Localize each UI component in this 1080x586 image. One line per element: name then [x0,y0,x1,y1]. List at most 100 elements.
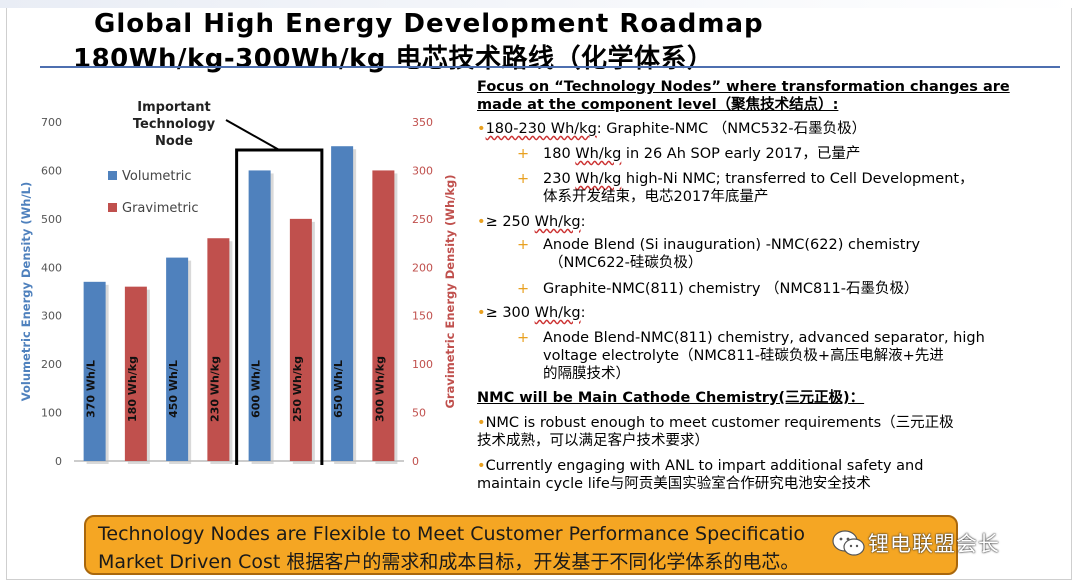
slide-top-bar [0,0,1080,8]
summary-banner: Technology Nodes are Flexible to Meet Cu… [84,515,958,575]
sub-text: Anode Blend (Si inauguration) -NMC(622) … [543,237,921,253]
plus-icon: + [517,237,530,253]
bullet-dot: • [477,458,486,474]
y-left-tick-label: 600 [41,164,62,177]
wechat-watermark: 锂电联盟会长 [830,526,1060,562]
nmc-bullet-anl: •Currently engaging with ANL to impart a… [477,457,923,476]
y-right-tick-label: 250 [412,213,433,226]
sub-bullet-622-cont: （NMC622-硅碳负极） [549,255,703,271]
bullet-text: : [580,305,586,321]
sub-text: in 26 Ah SOP early 2017，已量产 [621,146,861,162]
y-right-tick-label: 100 [412,358,433,371]
y-left-axis-title: Volumetric Energy Density (Wh/L) [19,182,33,402]
y-right-tick-label: 150 [412,310,433,323]
bar-value-label: 600 Wh/L [250,360,263,418]
y-left-tick-label: 200 [41,358,62,371]
sub-bullet-180: +180 Wh/kg in 26 Ah SOP early 2017，已量产 [517,145,860,164]
sub-text: Graphite-NMC(811) chemistry （NMC811-石墨负极… [543,281,919,297]
sub-text: high-Ni NMC; transferred to Cell Develop… [621,171,974,187]
bullet-text: NMC is robust enough to meet customer re… [485,415,954,431]
y-right-tick-label: 350 [412,116,433,129]
y-right-tick-label: 200 [412,261,433,274]
plus-icon: + [517,146,530,162]
legend-label: Gravimetric [122,201,199,216]
y-right-axis-title: Gravimetric Energy Density (Wh/kg) [443,174,457,408]
title-divider [40,66,1060,68]
bar-value-label: 230 Wh/kg [208,356,221,422]
slide-title: Global High Energy Development Roadmap [94,9,764,39]
focus-heading-2: made at the component level（聚焦技术结点）: [477,97,839,113]
callout-line [225,119,280,151]
focus-heading-1: Focus on “Technology Nodes” where transf… [477,79,1010,95]
y-left-tick-label: 0 [55,455,62,468]
bar-volumetric [331,146,354,461]
plus-icon: + [517,281,530,297]
sub-bullet-230-cont: 体系开发结束，电芯2017年底量产 [543,189,769,205]
legend-label: Volumetric [122,169,192,184]
unit-text: Wh/kg [575,171,622,187]
sub-bullet-811-blend-cont2: 的隔膜技术） [543,366,630,382]
bullet-text: ≥ 300 [485,305,535,321]
wechat-icon [832,530,865,556]
nmc-bullet-anl-cont: maintain cycle life与阿贡美国实验室合作研究电池安全技术 [477,476,871,492]
bar-value-label: 650 Wh/L [332,360,345,418]
legend-swatch [108,171,117,180]
bullet-dot: • [477,305,486,321]
bar-gravimetric [207,238,230,461]
nmc-heading: NMC will be Main Cathode Chemistry(三元正极)… [477,390,865,406]
banner-line-1: Technology Nodes are Flexible to Meet Cu… [98,523,806,545]
sub-bullet-811-blend: + Anode Blend-NMC(811) chemistry, advance… [517,329,985,348]
y-left-tick-label: 400 [41,261,62,274]
unit-text: Wh/kg [575,146,622,162]
bar-value-label: 250 Wh/kg [291,356,304,422]
sub-bullet-811-blend-cont1: voltage electrolyte（NMC811-硅碳负极+高压电解液+先进 [543,348,944,364]
sub-text: Anode Blend-NMC(811) chemistry, advanced… [543,330,985,346]
plus-icon: + [517,171,530,187]
bar-gravimetric [372,170,395,461]
range-180-230: 180-230 Wh/kg [485,121,597,137]
bullet-300: •≥ 300 Wh/kg: [477,304,586,323]
y-left-tick-label: 500 [41,213,62,226]
sub-bullet-811-graphite: + Graphite-NMC(811) chemistry （NMC811-石墨负… [517,280,918,299]
bar-value-label: 300 Wh/kg [373,356,386,422]
plus-icon: + [517,330,530,346]
bar-value-label: 370 Wh/L [85,360,98,418]
bullet-dot: • [477,415,486,431]
bar-gravimetric [124,286,147,461]
bar-value-label: 450 Wh/L [167,360,180,418]
y-right-tick-label: 0 [412,455,419,468]
y-left-tick-label: 700 [41,116,62,129]
bar-volumetric [248,170,271,461]
chart-svg: 0 100 200 300 400 500 600 700 0 50 100 150 200 250 300… [19,100,457,468]
range-180-230-desc: : Graphite-NMC （NMC532-石墨负极） [596,121,867,137]
bar-volumetric [166,257,189,461]
legend-swatch [108,203,117,212]
y-right-tick-label: 50 [412,407,426,420]
bar-volumetric [83,281,106,461]
y-right-tick-label: 300 [412,164,433,177]
bullet-text: ≥ 250 [485,214,535,230]
callout-text: Node [155,134,193,149]
sub-bullet-622: + Anode Blend (Si inauguration) -NMC(622)… [517,236,920,255]
sub-bullet-230: +230 Wh/kg high-Ni NMC; transferred to C… [517,170,974,189]
unit-text: Wh/kg [534,305,581,321]
banner-line-2: Market Driven Cost 根据客户的需求和成本目标，开发基于不同化学… [98,551,800,573]
bar-gravimetric [289,218,312,461]
energy-density-chart: 0 100 200 300 400 500 600 700 0 50 100 150 200 250 300… [14,94,470,486]
bullet-250: •≥ 250 Wh/kg: [477,213,586,232]
callout-text: Technology [133,117,216,132]
bullet-text: Currently engaging with ANL to impart ad… [485,458,924,474]
bullet-dot: • [477,121,486,137]
bullet-180-230: •180-230 Wh/kg: Graphite-NMC （NMC532-石墨负… [477,120,866,139]
bar-value-label: 180 Wh/kg [126,356,139,422]
callout-text: Important [137,100,211,115]
watermark-text: 锂电联盟会长 [868,532,1000,556]
sub-text: 180 [543,146,576,162]
y-left-tick-label: 100 [41,407,62,420]
nmc-bullet-robust: •NMC is robust enough to meet customer r… [477,414,954,433]
nmc-bullet-robust-cont: 技术成熟，可以满足客户技术要求） [477,433,709,449]
slide-subtitle: 180Wh/kg-300Wh/kg 电芯技术路线（化学体系） [73,44,714,74]
y-left-tick-label: 300 [41,310,62,323]
bullet-dot: • [477,214,486,230]
sub-text: 230 [543,171,576,187]
